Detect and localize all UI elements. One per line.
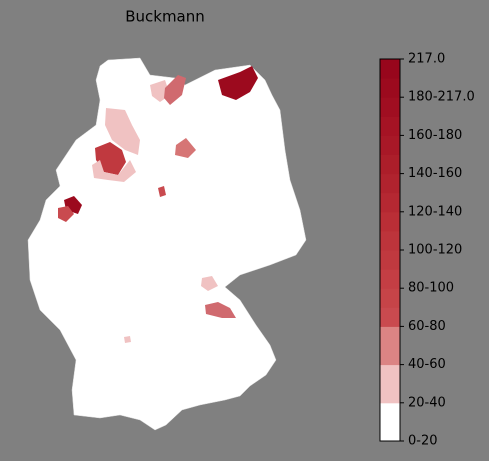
colorbar-tick-label: 80-100: [408, 281, 454, 296]
colorbar-tick-label: 0-20: [408, 434, 438, 449]
colorbar-tick-label: 40-60: [408, 357, 446, 372]
colorbar-segment: [380, 250, 400, 270]
colorbar-segment: [380, 345, 400, 366]
colorbar-segment: [380, 116, 400, 136]
colorbar-segment: [380, 97, 400, 117]
colorbar-tick-label: 140-160: [408, 166, 462, 181]
germany-map: [27, 57, 307, 431]
colorbar-tick-label: 60-80: [408, 319, 446, 334]
colorbar-tick-label: 120-140: [408, 204, 462, 219]
colorbar-segment: [380, 421, 400, 442]
colorbar-segment: [380, 154, 400, 175]
colorbar-tick-label: 20-40: [408, 395, 446, 410]
colorbar-tick-label: 100-120: [408, 243, 462, 258]
map-title: Buckmann: [125, 8, 205, 26]
colorbar-tick-label: 180-217.0: [408, 90, 475, 105]
colorbar-segment: [380, 173, 400, 194]
region: [218, 66, 258, 100]
region: [158, 186, 166, 197]
colorbar: 0-20 20-40 40-60 60-80 80-100 100-120 120-140 1…: [379, 52, 475, 449]
region: [105, 108, 140, 155]
region: [164, 75, 186, 105]
region: [95, 142, 126, 175]
colorbar-segment: [380, 135, 400, 155]
colorbar-segment: [380, 402, 400, 423]
region: [124, 336, 131, 343]
colorbar-segment: [380, 269, 400, 289]
region: [58, 206, 74, 222]
colorbar-segment: [380, 288, 400, 308]
colorbar-tick-label: 160-180: [408, 128, 462, 143]
region: [205, 302, 236, 318]
colorbar-segment: [380, 307, 400, 327]
colorbar-segment: [380, 230, 400, 251]
colorbar-segment: [380, 364, 400, 385]
colorbar-segment: [380, 192, 400, 213]
colorbar-segment: [380, 78, 400, 98]
colorbar-segment: [380, 383, 400, 404]
colorbar-tick-label: 217.0: [408, 52, 445, 67]
region: [175, 138, 196, 158]
region: [92, 160, 136, 182]
colorbar-segment: [380, 211, 400, 232]
region: [201, 276, 218, 291]
colorbar-segment: [380, 326, 400, 346]
colorbar-segment: [380, 59, 400, 79]
